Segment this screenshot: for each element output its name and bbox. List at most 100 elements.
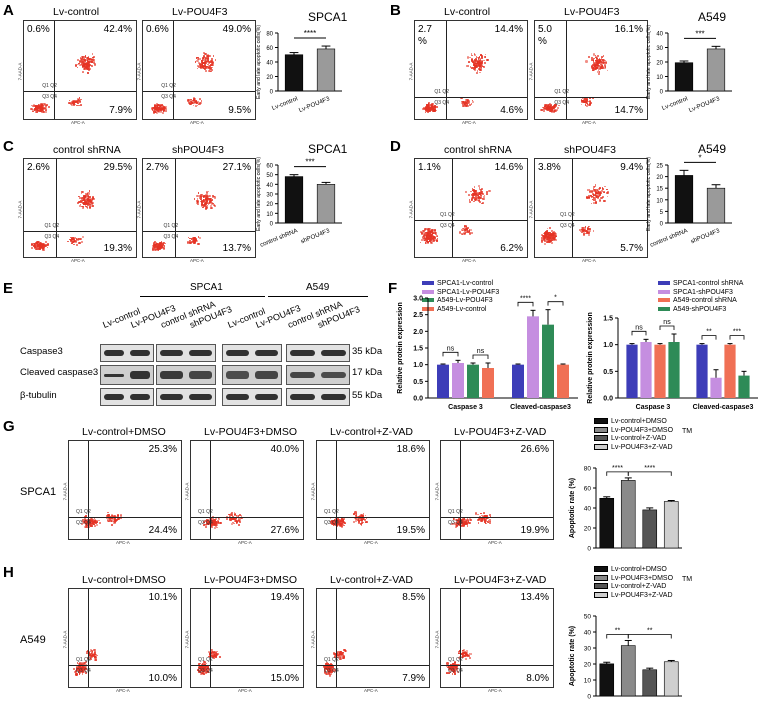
event-dot	[86, 67, 89, 70]
event-dot	[75, 671, 77, 673]
event-dot	[589, 97, 591, 100]
event-dot	[45, 109, 47, 111]
event-dot	[90, 57, 93, 60]
event-dot	[424, 234, 426, 237]
event-dot	[88, 652, 90, 655]
flow-title: control shRNA	[444, 144, 512, 156]
event-dot	[196, 60, 199, 63]
significance-label: ***	[733, 329, 741, 336]
event-dot	[486, 191, 488, 193]
event-dot	[33, 107, 36, 110]
event-dot	[78, 661, 81, 664]
quadrant-vline	[173, 21, 175, 119]
event-dot	[424, 232, 427, 235]
event-dot	[200, 203, 204, 207]
event-dot	[81, 670, 85, 673]
event-dot	[464, 101, 467, 103]
event-dot	[200, 64, 203, 67]
event-dot	[464, 103, 467, 106]
category-label: Lv-POU4F3	[688, 95, 721, 114]
event-dot	[70, 102, 73, 105]
event-dot	[603, 191, 606, 194]
legend-swatch	[658, 289, 670, 294]
event-dot	[448, 667, 451, 669]
event-dot	[592, 97, 594, 100]
event-dot	[78, 62, 80, 65]
category-label: Cleaved-caspase3	[693, 404, 754, 411]
event-dot	[83, 666, 86, 670]
event-dot	[424, 105, 427, 108]
event-dot	[42, 106, 45, 109]
event-dot	[42, 248, 44, 250]
event-dot	[155, 249, 158, 252]
event-dot	[153, 106, 156, 109]
event-dot	[90, 652, 93, 654]
blot-strip	[156, 388, 216, 406]
event-dot	[215, 654, 218, 656]
legend-label: SPCA1-Lv-control	[437, 280, 494, 287]
event-dot	[110, 520, 113, 522]
event-dot	[462, 227, 464, 230]
event-dot	[596, 66, 599, 69]
event-dot	[425, 108, 427, 111]
event-dot	[209, 67, 213, 70]
event-dot	[598, 71, 601, 73]
group-line	[140, 296, 265, 297]
event-dot	[210, 70, 212, 73]
event-dot	[205, 198, 207, 201]
event-dot	[75, 668, 78, 671]
event-dot	[107, 516, 110, 519]
legend-item: Lv-control+Z-VAD	[594, 583, 673, 592]
event-dot	[429, 230, 431, 233]
event-dot	[76, 238, 79, 241]
quadrant-vline	[336, 589, 338, 687]
event-dot	[593, 188, 595, 191]
event-dot	[200, 202, 203, 205]
event-dot	[152, 245, 155, 248]
legend-item: SPCA1-Lv-control	[422, 280, 499, 289]
event-dot	[85, 62, 88, 66]
event-dot	[77, 195, 80, 198]
event-dot	[211, 60, 213, 62]
event-dot	[90, 650, 93, 653]
quadrant-vline	[460, 441, 462, 539]
y-axis-label: 7-AAD-A	[184, 630, 190, 649]
x-axis-label: APC-A	[238, 540, 252, 545]
event-dot	[431, 104, 433, 107]
event-dot	[86, 196, 89, 199]
event-dot	[199, 67, 202, 70]
significance-label: ns	[447, 345, 455, 352]
event-dot	[545, 232, 548, 234]
blot-row-kda: 35 kDa	[352, 346, 383, 357]
event-dot	[74, 103, 77, 106]
event-dot	[112, 518, 115, 521]
event-dot	[323, 668, 326, 670]
event-dot	[89, 201, 93, 204]
event-dot	[152, 109, 156, 113]
event-dot	[483, 520, 486, 523]
event-dot	[190, 240, 193, 243]
event-dot	[88, 190, 91, 192]
bar	[620, 645, 636, 697]
event-dot	[204, 204, 206, 206]
event-dot	[207, 53, 210, 56]
event-dot	[431, 235, 434, 239]
event-dot	[595, 202, 598, 205]
quadrant-vline	[336, 441, 338, 539]
tm-label: TM	[682, 428, 693, 435]
event-dot	[588, 188, 591, 191]
panel-letter: C	[3, 138, 14, 155]
event-dot	[587, 230, 590, 233]
event-dot	[82, 201, 85, 204]
event-dot	[597, 69, 600, 71]
event-dot	[201, 195, 203, 198]
event-dot	[78, 665, 81, 668]
event-dot	[88, 654, 91, 656]
event-dot	[213, 655, 216, 658]
event-dot	[467, 520, 470, 522]
legend-label: Lv-POU4F3+DMSO	[611, 574, 674, 582]
event-dot	[342, 655, 346, 659]
event-dot	[91, 653, 93, 655]
event-dot	[202, 59, 205, 62]
event-dot	[430, 236, 433, 238]
